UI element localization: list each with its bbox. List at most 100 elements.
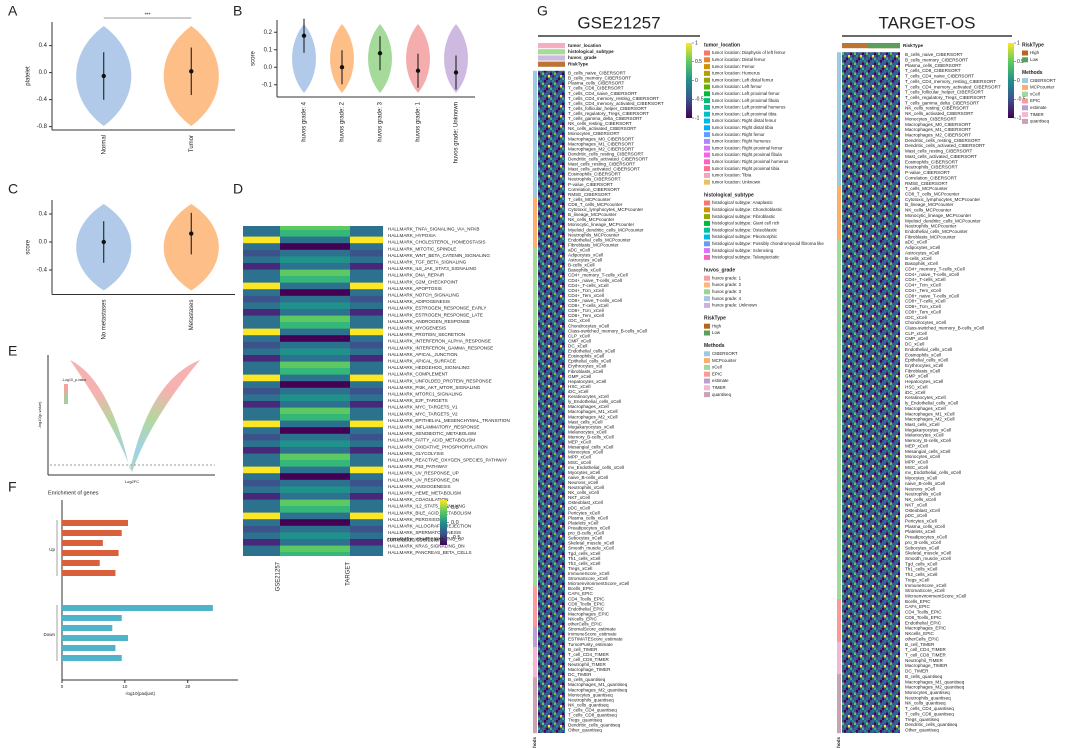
legend-label: quantiseq bbox=[712, 392, 732, 397]
legend-label: tumor location: Distal femur bbox=[712, 57, 766, 62]
panel-label: F bbox=[8, 479, 17, 495]
legend-label: tumor location: Right femur bbox=[712, 132, 765, 137]
row-label: Smooth_muscle_xCell bbox=[905, 556, 951, 561]
legend-label: tumor location: Right proximal fibula bbox=[712, 152, 782, 157]
row-label: Cytotoxic_lymphocytes_MCPcounter bbox=[568, 207, 644, 212]
row-label: Eosinophils_CIBERSORT bbox=[568, 172, 621, 177]
row-label: HALLMARK_G2M_CHECKPOINT bbox=[388, 279, 458, 284]
method-strip bbox=[837, 481, 841, 487]
row-label: B-cells_xCell bbox=[905, 256, 932, 261]
method-strip bbox=[533, 91, 537, 97]
legend-swatch bbox=[704, 364, 710, 370]
legend-swatch bbox=[704, 70, 710, 76]
row-label: RMSE_CIBERSORT bbox=[568, 192, 611, 197]
legend-label: histological subtype: Telangiectatic bbox=[712, 255, 780, 260]
method-strip bbox=[837, 663, 841, 669]
method-strip bbox=[533, 161, 537, 168]
legend-swatch bbox=[704, 227, 710, 233]
method-strip bbox=[533, 151, 537, 157]
method-strip bbox=[837, 89, 841, 96]
row-label: Macrophages_M2_CIBERSORT bbox=[568, 146, 634, 151]
method-strip bbox=[533, 636, 537, 643]
row-label: CD8+_Tem_xCell bbox=[905, 309, 941, 314]
legend-label: tumor location: Right proximal femur bbox=[712, 145, 783, 150]
row-label: P-value_CIBERSORT bbox=[905, 170, 950, 175]
method-strip bbox=[533, 121, 537, 127]
method-strip bbox=[837, 52, 841, 58]
row-label: Osteoblast_xCell bbox=[568, 500, 603, 505]
row-label: Macrophages_M1_xCell bbox=[905, 411, 955, 416]
method-strip bbox=[533, 222, 537, 228]
method-strip bbox=[533, 667, 537, 673]
row-label: HALLMARK_P53_PATHWAY bbox=[388, 464, 448, 469]
row-label: CD4+_Tcm_xCell bbox=[568, 288, 604, 293]
method-strip bbox=[837, 459, 841, 466]
method-strip bbox=[837, 309, 841, 316]
bar bbox=[62, 645, 116, 651]
legend-label: tumor location: Unknown bbox=[712, 179, 761, 184]
row-label: ImmuneScore_xCell bbox=[568, 571, 609, 576]
row-label: Other_quantiseq bbox=[905, 728, 939, 733]
annotation-bar bbox=[868, 43, 900, 49]
method-strip bbox=[533, 80, 537, 87]
row-label: Macrophages_M1_quantiseq bbox=[905, 679, 965, 684]
legend-label: MCPcounter bbox=[712, 358, 737, 363]
legend-label: tumor location: Left distal femur bbox=[712, 77, 774, 82]
row-label: HALLMARK_MTORC1_SIGNALING bbox=[388, 392, 463, 397]
legend-label: huvos grade: 4 bbox=[712, 296, 742, 301]
method-strip bbox=[837, 545, 841, 551]
x-tick-label: huvos grade: Unknown bbox=[454, 102, 460, 163]
median-point bbox=[415, 68, 421, 73]
legend-swatch bbox=[704, 378, 710, 384]
legend-title: -Log10_p-value bbox=[62, 378, 86, 382]
legend-title: RiskType bbox=[1022, 42, 1044, 48]
row-label: HALLMARK_PEROXISOME bbox=[388, 517, 446, 522]
row-label: Memory_B-cells_xCell bbox=[568, 435, 614, 440]
method-strip bbox=[837, 588, 841, 594]
legend-swatch bbox=[1022, 118, 1028, 124]
median-point bbox=[189, 69, 194, 74]
method-strip bbox=[837, 706, 841, 712]
row-label: CD8_Tcells_EPIC bbox=[905, 615, 942, 620]
method-strip bbox=[837, 395, 841, 401]
row-label: T_cells_CD8_CIBERSORT bbox=[905, 68, 961, 73]
row-label: Macrophages_M1_CIBERSORT bbox=[568, 141, 634, 146]
row-label: Eosinophils_xCell bbox=[905, 352, 941, 357]
method-strip bbox=[533, 197, 537, 203]
row-label: Basophils_xCell bbox=[568, 268, 601, 273]
method-strip bbox=[533, 363, 537, 370]
row-label: HALLMARK_HEME_METABOLISM bbox=[388, 491, 461, 496]
row-label: TumorPurity_estimate bbox=[568, 642, 613, 647]
row-label: iDC_xCell bbox=[905, 390, 925, 395]
row-label: cDC_xCell bbox=[568, 318, 590, 323]
row-label: CD4+_memory_T-cells_xCell bbox=[905, 267, 965, 272]
method-strip bbox=[837, 293, 841, 299]
row-label: HALLMARK_INTERFERON_ALPHA_RESPONSE bbox=[388, 339, 491, 344]
method-strip bbox=[837, 218, 841, 224]
method-strip bbox=[837, 513, 841, 519]
method-strip bbox=[837, 406, 841, 412]
legend-label: xCell bbox=[712, 365, 722, 370]
row-label: T_cells_regulatory_Tregs_CIBERSORT bbox=[905, 95, 986, 100]
row-label: Megakaryocytes_xCell bbox=[568, 424, 614, 429]
row-label: Adipocytes_xCell bbox=[568, 253, 603, 258]
method-strip bbox=[837, 170, 841, 176]
method-strip bbox=[837, 213, 841, 219]
method-strip bbox=[533, 106, 537, 112]
method-strip bbox=[533, 707, 537, 713]
legend-label: histological subtype: Osteoblastic bbox=[712, 227, 778, 232]
row-label: Plasma_cells_xCell bbox=[905, 524, 945, 529]
method-strip bbox=[533, 465, 537, 471]
y-tick-label: -0.4 bbox=[37, 97, 48, 103]
x-tick-label: Metastases bbox=[189, 300, 195, 331]
row-label: StromaScore_xCell bbox=[905, 588, 945, 593]
legend-swatch bbox=[704, 289, 710, 295]
method-strip bbox=[837, 68, 841, 74]
legend-label: tumor location: Right distal tibia bbox=[712, 125, 774, 130]
method-strip bbox=[837, 389, 841, 396]
method-strip bbox=[533, 262, 537, 269]
method-strip bbox=[533, 566, 537, 572]
row-label: ImmuneScore_estimate bbox=[568, 632, 617, 637]
method-strip bbox=[837, 625, 841, 632]
method-strip bbox=[837, 518, 841, 525]
